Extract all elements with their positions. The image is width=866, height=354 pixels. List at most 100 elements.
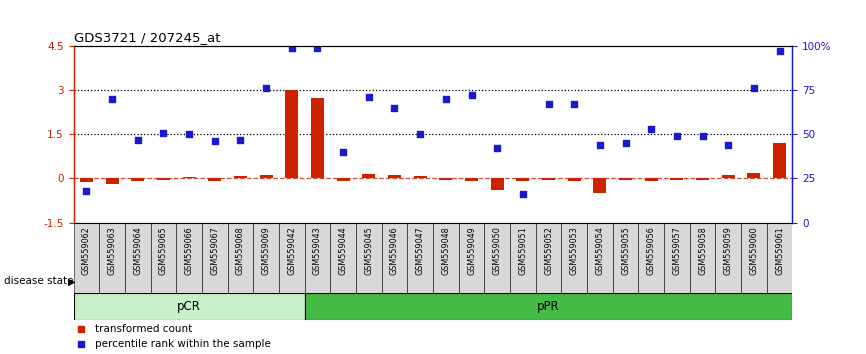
Point: [157, 130, 171, 135]
Bar: [80, 178, 93, 182]
Bar: [587, 223, 612, 293]
Bar: [234, 176, 247, 178]
Text: GSM559058: GSM559058: [698, 226, 707, 275]
Bar: [747, 172, 760, 178]
Bar: [125, 223, 151, 293]
Text: GSM559061: GSM559061: [775, 226, 784, 275]
Point: [131, 137, 145, 142]
Text: GSM559069: GSM559069: [262, 226, 271, 275]
Bar: [279, 223, 305, 293]
Bar: [721, 175, 734, 178]
Bar: [670, 178, 683, 180]
Bar: [183, 177, 196, 178]
Bar: [773, 143, 786, 178]
Bar: [330, 223, 356, 293]
Bar: [382, 223, 407, 293]
Point: [208, 138, 222, 144]
Point: [772, 48, 786, 54]
Text: GSM559047: GSM559047: [416, 226, 424, 275]
Bar: [645, 178, 657, 181]
Bar: [484, 223, 510, 293]
Text: GSM559068: GSM559068: [236, 226, 245, 275]
Point: [644, 126, 658, 132]
Bar: [74, 223, 100, 293]
Text: GSM559046: GSM559046: [390, 226, 399, 275]
Point: [74, 326, 87, 331]
Text: GSM559045: GSM559045: [365, 226, 373, 275]
Bar: [202, 223, 228, 293]
Point: [490, 145, 504, 151]
Text: GSM559059: GSM559059: [724, 226, 733, 275]
Bar: [612, 223, 638, 293]
Bar: [253, 223, 279, 293]
Text: pCR: pCR: [178, 300, 201, 313]
Point: [464, 93, 478, 98]
Bar: [286, 90, 298, 178]
Point: [362, 95, 376, 100]
Bar: [414, 176, 427, 178]
Bar: [132, 178, 145, 181]
Text: GDS3721 / 207245_at: GDS3721 / 207245_at: [74, 31, 220, 44]
Point: [285, 45, 299, 51]
Text: GSM559060: GSM559060: [749, 226, 759, 275]
Bar: [106, 178, 119, 184]
Bar: [74, 293, 305, 320]
Text: GSM559066: GSM559066: [184, 226, 194, 275]
Point: [439, 96, 453, 102]
Point: [618, 140, 632, 146]
Bar: [407, 223, 433, 293]
Bar: [209, 178, 221, 181]
Text: GSM559043: GSM559043: [313, 226, 322, 275]
Text: GSM559054: GSM559054: [595, 226, 604, 275]
Bar: [741, 223, 766, 293]
Text: GSM559063: GSM559063: [107, 226, 117, 275]
Point: [259, 86, 273, 91]
Bar: [568, 178, 580, 181]
Point: [567, 102, 581, 107]
Bar: [689, 223, 715, 293]
Point: [336, 149, 350, 155]
Text: percentile rank within the sample: percentile rank within the sample: [95, 339, 271, 349]
Bar: [491, 178, 504, 190]
Bar: [433, 223, 459, 293]
Bar: [151, 223, 177, 293]
Text: GSM559057: GSM559057: [672, 226, 682, 275]
Bar: [510, 223, 536, 293]
Bar: [465, 178, 478, 181]
Point: [747, 86, 761, 91]
Bar: [260, 175, 273, 178]
Text: GSM559065: GSM559065: [159, 226, 168, 275]
Bar: [388, 175, 401, 178]
Point: [311, 45, 325, 51]
Text: GSM559062: GSM559062: [82, 226, 91, 275]
Text: GSM559067: GSM559067: [210, 226, 219, 275]
Bar: [516, 178, 529, 181]
Bar: [305, 223, 330, 293]
Bar: [619, 178, 632, 180]
Bar: [542, 178, 555, 180]
Point: [105, 96, 119, 102]
Bar: [305, 293, 792, 320]
Bar: [356, 223, 382, 293]
Text: GSM559052: GSM559052: [544, 226, 553, 275]
Text: GSM559056: GSM559056: [647, 226, 656, 275]
Bar: [337, 178, 350, 181]
Text: ▶: ▶: [68, 276, 75, 286]
Text: transformed count: transformed count: [95, 324, 192, 333]
Text: GSM559044: GSM559044: [339, 226, 347, 275]
Bar: [536, 223, 561, 293]
Bar: [439, 178, 452, 180]
Point: [234, 137, 248, 142]
Point: [721, 142, 735, 148]
Bar: [715, 223, 741, 293]
Text: GSM559055: GSM559055: [621, 226, 630, 275]
Point: [695, 133, 709, 139]
Bar: [766, 223, 792, 293]
Text: GSM559042: GSM559042: [288, 226, 296, 275]
Point: [670, 133, 684, 139]
Text: GSM559053: GSM559053: [570, 226, 578, 275]
Point: [388, 105, 402, 111]
Bar: [228, 223, 253, 293]
Point: [516, 192, 530, 197]
Text: GSM559050: GSM559050: [493, 226, 501, 275]
